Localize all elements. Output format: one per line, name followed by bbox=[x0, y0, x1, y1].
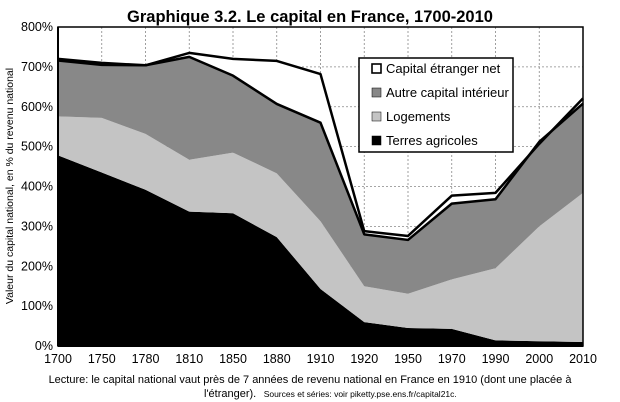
x-tick-labels: 1700 1750 1780 1810 1850 1880 1910 1920 1950 1970… bbox=[44, 352, 597, 366]
series-line-total bbox=[57, 51, 584, 238]
note-line-2-text: l'étranger). bbox=[204, 388, 256, 400]
y-tick-label: 200% bbox=[21, 259, 53, 273]
y-tick-label: 100% bbox=[21, 299, 53, 313]
y-tick-label: 500% bbox=[21, 140, 53, 154]
x-tick-label: 2010 bbox=[569, 352, 597, 366]
note-line-2: l'étranger). Sources et séries: voir pik… bbox=[204, 384, 457, 401]
legend: Capital étranger net Autre capital intéri… bbox=[358, 57, 514, 153]
x-tick-label: 1990 bbox=[482, 352, 510, 366]
x-tick-label: 1880 bbox=[263, 352, 291, 366]
x-tick-label: 1780 bbox=[132, 352, 160, 366]
y-tick-labels: 0% 100% 200% 300% 400% 500% 600% 700% 800% bbox=[21, 20, 53, 353]
area-autre-capital-int-rieur bbox=[58, 56, 583, 294]
legend-entry: Capital étranger net bbox=[386, 61, 501, 76]
area-logements bbox=[58, 116, 583, 343]
y-axis-label: Valeur du capital national, en % du reve… bbox=[4, 68, 16, 304]
area-capital-tranger-net bbox=[58, 52, 583, 240]
note-line-1: Lecture: le capital national vaut près d… bbox=[49, 374, 573, 386]
legend-entry: Terres agricoles bbox=[386, 133, 478, 148]
y-tick-label: 400% bbox=[21, 180, 53, 194]
area-terres-agricoles bbox=[58, 155, 583, 346]
y-tick-label: 300% bbox=[21, 219, 53, 233]
legend-swatch bbox=[371, 87, 382, 98]
y-tick-label: 800% bbox=[21, 20, 53, 34]
legend-entry: Logements bbox=[386, 109, 451, 124]
legend-swatch bbox=[371, 135, 382, 146]
x-tick-label: 1750 bbox=[88, 352, 116, 366]
y-tick-label: 600% bbox=[21, 100, 53, 114]
legend-swatch bbox=[371, 111, 382, 122]
x-tick-label: 1970 bbox=[438, 352, 466, 366]
x-tick-label: 1920 bbox=[350, 352, 378, 366]
legend-swatch bbox=[371, 63, 382, 74]
legend-box bbox=[358, 57, 514, 153]
legend-entry: Autre capital intérieur bbox=[386, 85, 510, 100]
stacked-areas bbox=[58, 52, 583, 346]
x-tick-label: 1700 bbox=[44, 352, 72, 366]
x-tick-label: 1910 bbox=[307, 352, 335, 366]
sources-note: Sources et séries: voir piketty.pse.ens.… bbox=[264, 389, 457, 399]
axes bbox=[57, 26, 584, 347]
x-tick-label: 2000 bbox=[525, 352, 553, 366]
x-tick-label: 1950 bbox=[394, 352, 422, 366]
series-lines bbox=[57, 51, 584, 242]
y-tick-label: 0% bbox=[35, 339, 53, 353]
y-tick-label: 700% bbox=[21, 60, 53, 74]
chart-title: Graphique 3.2. Le capital en France, 170… bbox=[127, 8, 493, 26]
x-tick-label: 1810 bbox=[175, 352, 203, 366]
x-tick-label: 1850 bbox=[219, 352, 247, 366]
